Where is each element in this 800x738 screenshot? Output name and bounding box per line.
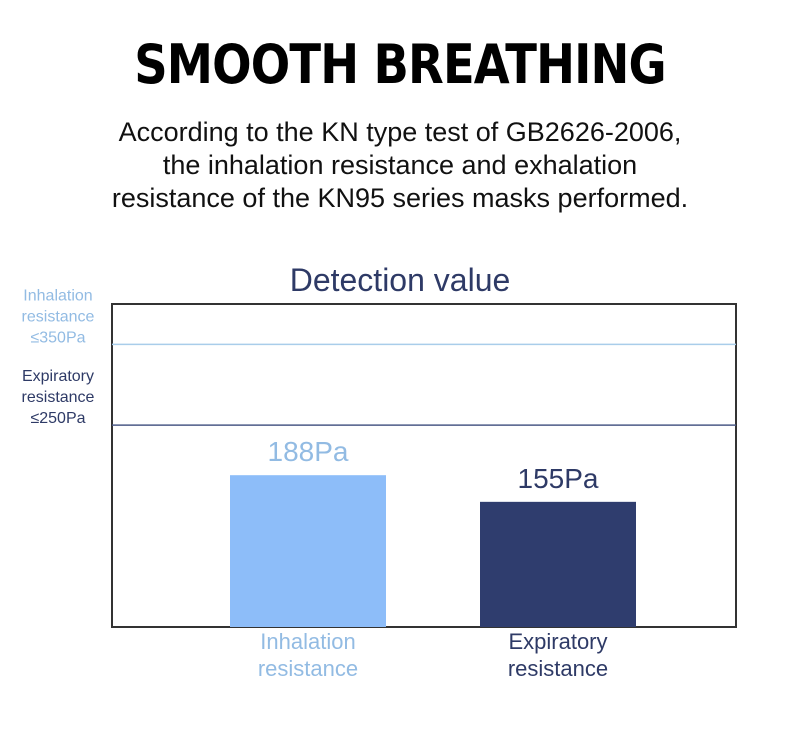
category-label: Expiratory [508,629,607,654]
threshold-label: resistance [22,389,95,406]
intro-line: According to the KN type test of GB2626-… [118,117,682,147]
category-label: Inhalation [260,629,355,654]
intro-text: According to the KN type test of GB2626-… [0,116,800,215]
intro-line: the inhalation resistance and exhalation [162,150,638,180]
threshold-label: Expiratory [22,368,94,385]
bar-group: 188PaInhalationresistance155PaExpiratory… [230,436,636,681]
threshold-group: Inhalation resistance ≤350Pa Expiratory resi… [22,287,736,427]
bar-value-label: 155Pa [518,463,599,494]
bar-value-label: 188Pa [268,436,349,467]
category-label: resistance [258,656,358,681]
category-label: resistance [508,656,608,681]
page-headline: SMOOTH BREATHING [134,33,666,96]
threshold-label: Inhalation [23,287,92,304]
threshold-label: ≤250Pa [30,410,85,427]
chart-title: Detection value [290,262,511,298]
plot-frame [111,303,737,628]
intro-line: resistance of the KN95 series masks perf… [111,183,689,213]
bar [480,501,636,627]
threshold-label: ≤350Pa [30,329,85,346]
threshold-label: resistance [22,308,95,325]
bar [230,475,386,627]
